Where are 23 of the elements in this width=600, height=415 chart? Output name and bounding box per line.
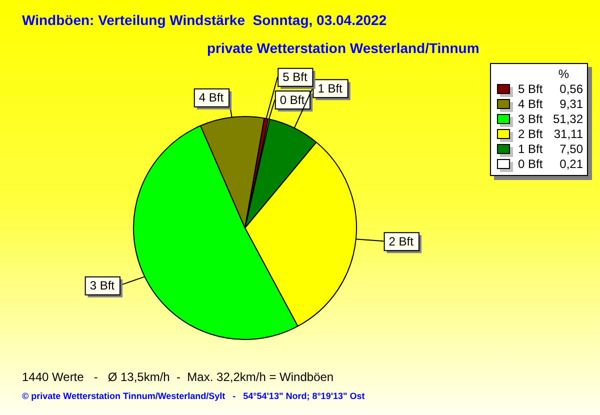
slice-label: 4 Bft xyxy=(198,90,224,105)
legend-title: % xyxy=(557,67,570,81)
legend-label: 1 Bft xyxy=(518,142,544,156)
data-label: 51,32 xyxy=(552,112,583,126)
slice-label: 5 Bft xyxy=(282,70,308,84)
text: © private Wetterstation Tinnum/Westerland/Sylt - 54°54'13" Nord; 8°19'13" Ost xyxy=(22,391,365,401)
data-label: 7,50 xyxy=(560,142,583,156)
data-label: 31,11 xyxy=(554,126,583,140)
data-label: 0,21 xyxy=(560,156,583,170)
legend-label: 3 Bft xyxy=(518,112,544,126)
data-label: 9,31 xyxy=(560,96,583,110)
text: 1440 Werte - Ø 13,5km/h - Max. 32,2km/h = Windböen xyxy=(22,370,334,384)
slice-label: 0 Bft xyxy=(280,92,306,107)
chart-title: Windböen: Verteilung Windstärke Sonntag, 03.04.2022 xyxy=(22,12,387,28)
legend-label: 0 Bft xyxy=(518,156,544,170)
legend-label: 4 Bft xyxy=(518,96,544,110)
slice-label: 3 Bft xyxy=(90,278,116,293)
data-label: 0,56 xyxy=(560,82,583,96)
chart-subtitle: private Wetterstation Westerland/Tinnum xyxy=(207,40,480,56)
legend-label: 5 Bft xyxy=(518,82,544,96)
legend-label: 2 Bft xyxy=(518,126,544,140)
slice-label: 1 Bft xyxy=(318,81,344,96)
slice-label: 2 Bft xyxy=(388,234,414,248)
